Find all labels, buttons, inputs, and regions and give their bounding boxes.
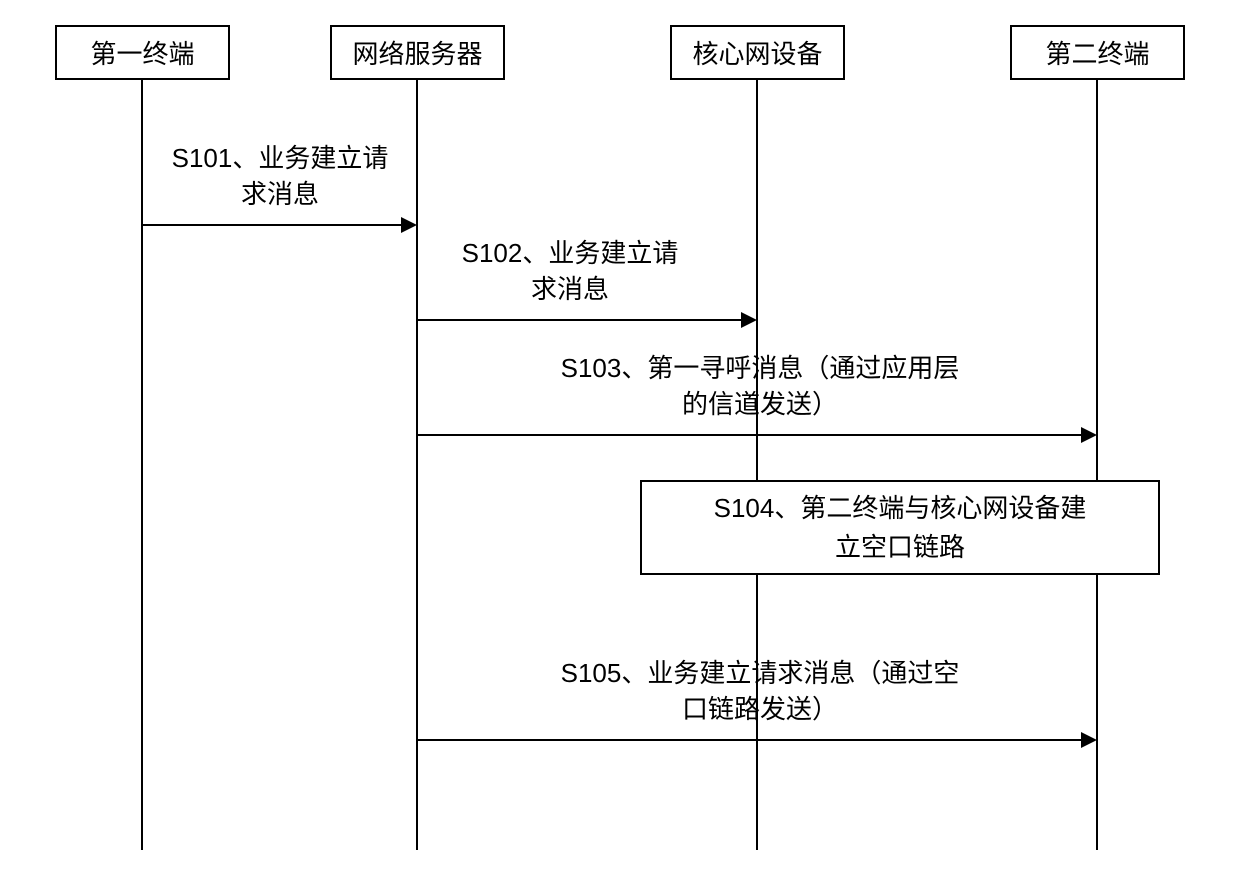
- actor-core: 核心网设备: [670, 25, 845, 80]
- message-s102-arrowhead: [741, 312, 757, 328]
- actor-terminal1: 第一终端: [55, 25, 230, 80]
- lifeline-terminal1: [141, 80, 143, 850]
- message-s105-label: S105、业务建立请求消息（通过空 口链路发送）: [480, 655, 1040, 728]
- message-s101-arrowhead: [401, 217, 417, 233]
- actor-label: 第一终端: [90, 34, 194, 71]
- message-s102-arrow: [417, 319, 741, 321]
- message-s105-arrowhead: [1081, 732, 1097, 748]
- lifeline-core: [756, 80, 758, 850]
- message-s103-label: S103、第一寻呼消息（通过应用层 的信道发送）: [480, 350, 1040, 423]
- actor-label: 核心网设备: [692, 34, 822, 71]
- step-s104-box: S104、第二终端与核心网设备建 立空口链路: [640, 480, 1160, 575]
- message-s101-arrow: [142, 224, 401, 226]
- message-s102-label: S102、业务建立请 求消息: [445, 235, 695, 308]
- message-s103-arrow: [417, 434, 1081, 436]
- message-s105-arrow: [417, 739, 1081, 741]
- step-s104-label: S104、第二终端与核心网设备建 立空口链路: [714, 489, 1087, 567]
- actor-server: 网络服务器: [330, 25, 505, 80]
- message-s103-arrowhead: [1081, 427, 1097, 443]
- actor-terminal2: 第二终端: [1010, 25, 1185, 80]
- sequence-diagram: 第一终端 网络服务器 核心网设备 第二终端 S101、业务建立请 求消息 S10…: [0, 0, 1240, 870]
- actor-label: 网络服务器: [352, 34, 482, 71]
- actor-label: 第二终端: [1045, 34, 1149, 71]
- lifeline-server: [416, 80, 418, 850]
- message-s101-label: S101、业务建立请 求消息: [155, 140, 405, 213]
